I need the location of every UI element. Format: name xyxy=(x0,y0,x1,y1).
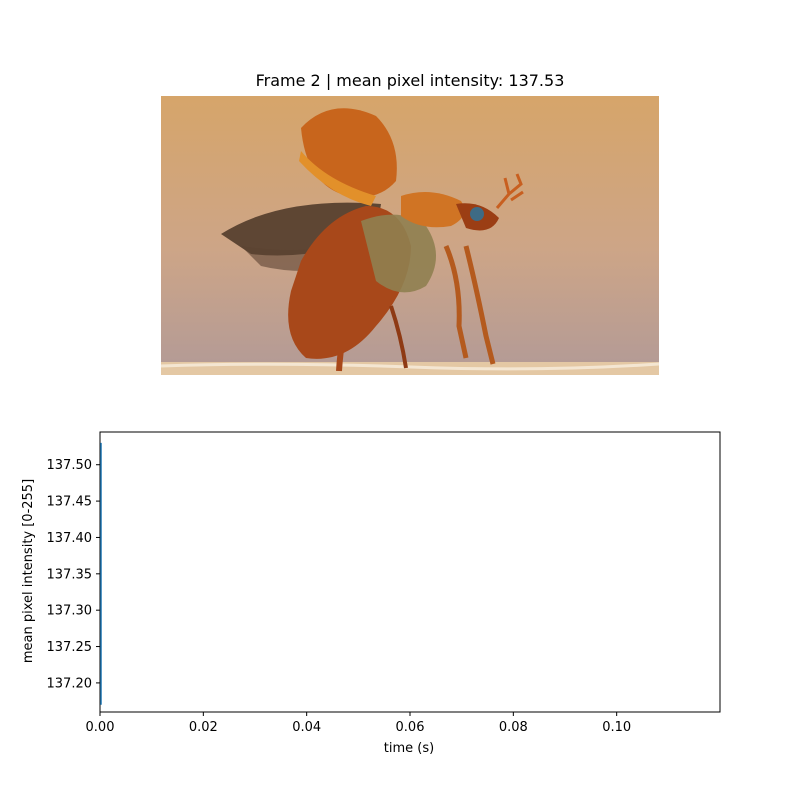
beetle-thorax-fuzz xyxy=(361,214,436,293)
y-tick-label: 137.30 xyxy=(47,604,93,619)
x-tick-label: 0.10 xyxy=(602,720,631,735)
x-tick-label: 0.00 xyxy=(86,720,115,735)
axes: 0.00 0.02 0.04 0.06 0.08 0.10 137.20 137.25 137.… xyxy=(21,431,721,756)
beetle-frame-image xyxy=(161,96,659,375)
y-tick-label: 137.20 xyxy=(47,676,93,691)
x-tick-label: 0.06 xyxy=(396,720,425,735)
x-tick-label: 0.02 xyxy=(189,720,218,735)
y-tick-label: 137.25 xyxy=(47,640,93,655)
y-tick-label: 137.45 xyxy=(47,495,93,510)
y-tick-label: 137.40 xyxy=(47,531,93,546)
frame-title: Frame 2 | mean pixel intensity: 137.53 xyxy=(255,71,565,90)
plot-frame xyxy=(99,431,721,713)
beetle-photo xyxy=(161,96,659,375)
y-tick-label: 137.35 xyxy=(47,567,93,582)
x-tick-label: 0.04 xyxy=(292,720,321,735)
beetle-eye xyxy=(470,207,484,221)
x-tick-label: 0.08 xyxy=(499,720,528,735)
x-axis-label: time (s) xyxy=(384,741,434,756)
y-tick-label: 137.50 xyxy=(47,458,93,473)
y-axis-label: mean pixel intensity [0-255] xyxy=(21,479,36,663)
beetle-pronotum xyxy=(401,192,465,228)
